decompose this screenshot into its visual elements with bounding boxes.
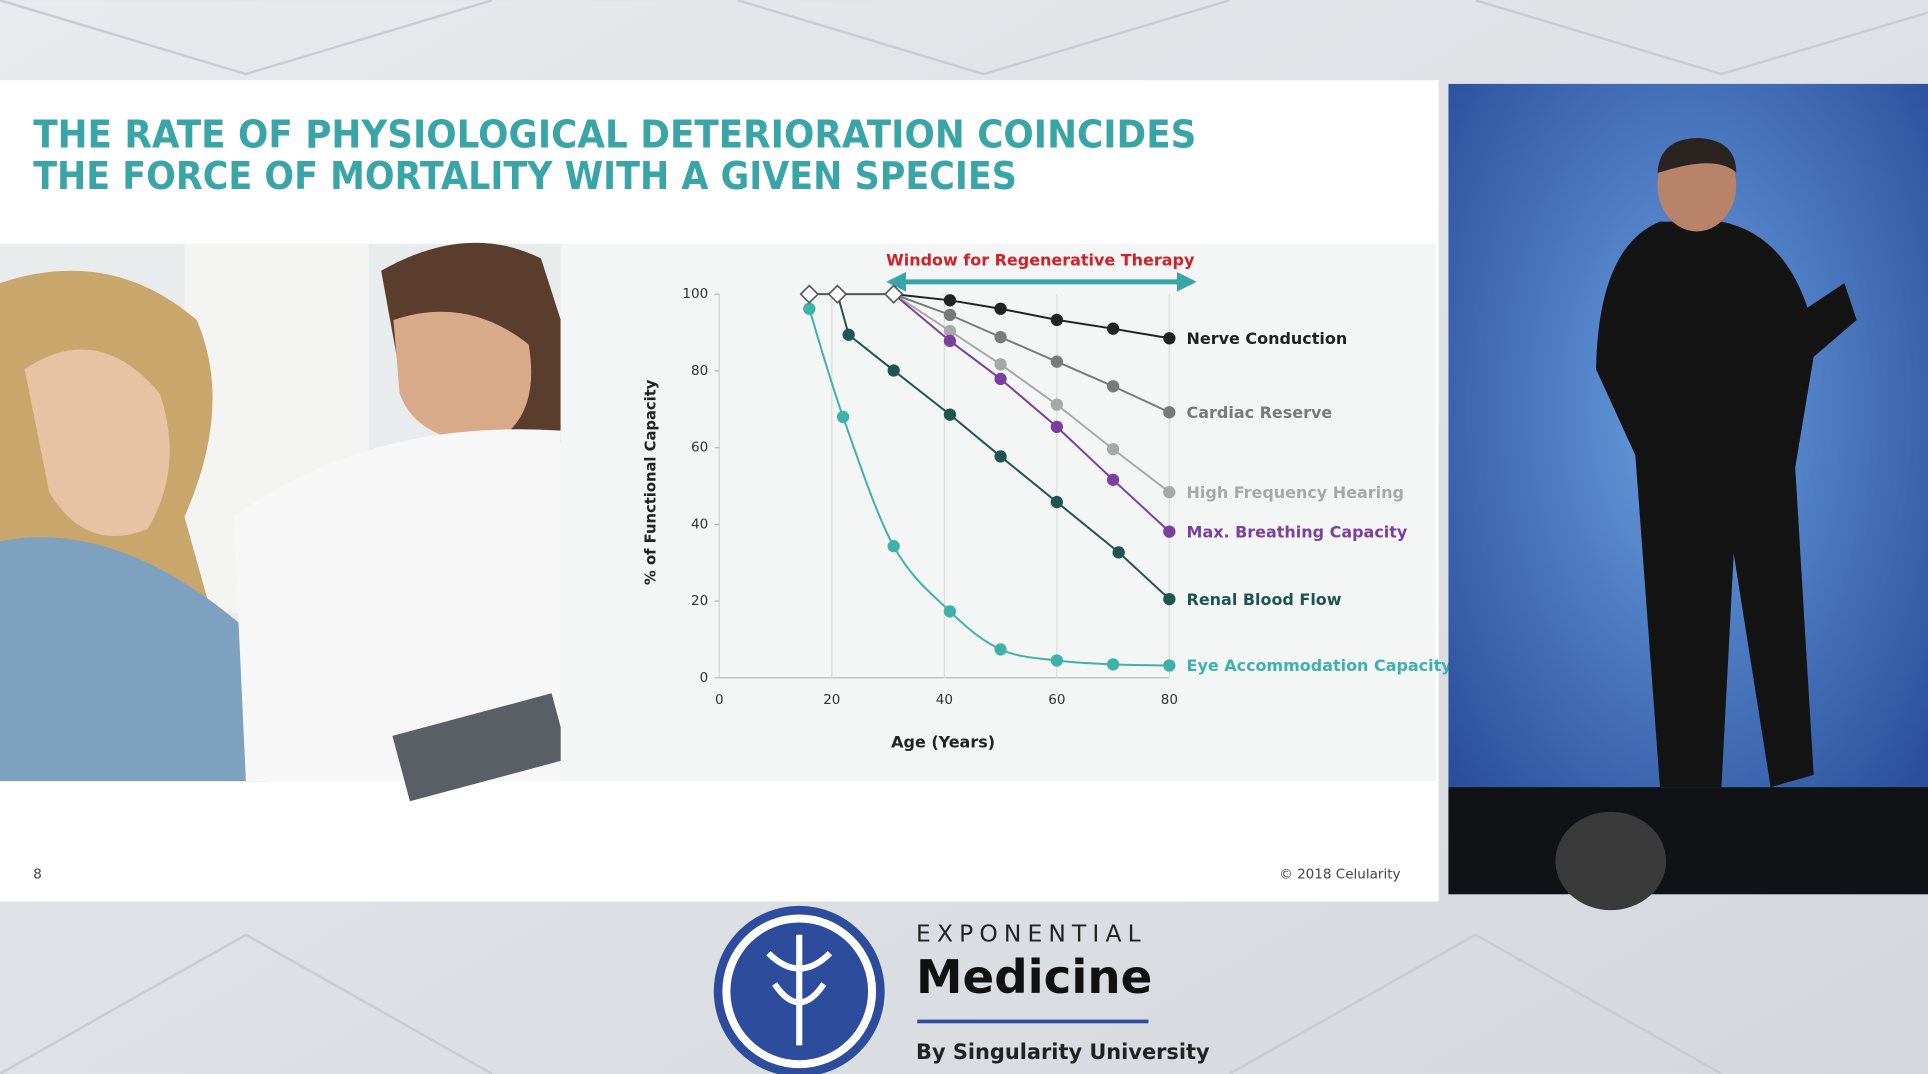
point	[1112, 546, 1125, 559]
series-label: High Frequency Hearing	[1187, 483, 1404, 502]
point	[1050, 398, 1063, 411]
logo: EXPONENTIAL Medicine By Singularity Univ…	[713, 905, 1210, 1074]
point	[1050, 654, 1063, 667]
x-tick-label: 60	[1048, 692, 1065, 708]
series-label: Max. Breathing Capacity	[1187, 522, 1408, 541]
point	[1106, 658, 1120, 671]
copyright: © 2018 Celularity	[1279, 867, 1400, 883]
point	[803, 302, 816, 315]
series-label: Cardiac Reserve	[1187, 403, 1333, 422]
logo-name: Medicine	[916, 951, 1152, 1005]
y-axis-label: % of Functional Capacity	[643, 379, 660, 585]
y-tick-label: 80	[691, 363, 708, 379]
logo-byline: By Singularity University	[916, 1040, 1210, 1064]
point	[1106, 322, 1120, 335]
point	[994, 643, 1007, 656]
x-axis-label: Age (Years)	[891, 732, 995, 751]
y-tick-label: 20	[691, 593, 708, 609]
point	[1106, 442, 1120, 456]
point	[943, 334, 957, 348]
point	[1050, 495, 1063, 509]
point	[994, 450, 1007, 463]
y-tick-label: 0	[700, 670, 709, 686]
point	[1163, 332, 1176, 345]
slide-title: THE RATE OF PHYSIOLOGICAL DETERIORATION …	[33, 112, 1196, 156]
point	[1050, 313, 1063, 327]
chart-panel	[560, 243, 1437, 782]
point	[1163, 592, 1176, 606]
series-label: Nerve Conduction	[1187, 329, 1348, 348]
y-tick-label: 40	[691, 516, 708, 532]
point	[994, 358, 1007, 371]
point	[994, 302, 1007, 315]
series-line	[893, 293, 1170, 340]
point	[994, 372, 1007, 386]
x-tick-label: 40	[936, 692, 953, 708]
baseline-point	[883, 284, 904, 304]
series-line	[893, 293, 1170, 493]
point	[836, 410, 850, 424]
point	[1106, 473, 1120, 486]
chart: Window for Regenerative Therapy Age (Yea…	[643, 250, 1453, 751]
y-tick-label: 60	[691, 440, 708, 456]
logo-top: EXPONENTIAL	[916, 919, 1147, 947]
point	[842, 328, 855, 341]
point	[1163, 525, 1176, 538]
point	[1163, 485, 1176, 499]
point	[943, 294, 957, 307]
slide-title: THE FORCE OF MORTALITY WITH A GIVEN SPEC…	[33, 154, 1017, 198]
point	[1050, 420, 1063, 434]
point	[943, 308, 957, 322]
series-label: Renal Blood Flow	[1187, 590, 1342, 609]
point	[1163, 659, 1176, 672]
point	[1106, 380, 1120, 393]
point	[943, 605, 957, 618]
x-tick-label: 20	[823, 692, 840, 708]
photo	[0, 242, 570, 802]
baseline-point	[827, 284, 848, 304]
point	[1163, 406, 1176, 419]
x-tick-label: 80	[1161, 692, 1178, 708]
series-label: Eye Accommodation Capacity	[1187, 656, 1453, 675]
point	[887, 540, 900, 553]
point	[994, 330, 1007, 344]
point	[943, 324, 957, 338]
speaker-video	[1448, 83, 1928, 911]
page-number: 8	[33, 867, 42, 883]
series-line	[836, 293, 1171, 600]
point	[1050, 355, 1063, 368]
x-tick-label: 0	[715, 692, 724, 708]
series-line	[893, 293, 1170, 414]
y-tick-label: 100	[682, 286, 708, 302]
point	[887, 364, 900, 377]
point	[943, 408, 957, 421]
series-line	[893, 293, 1171, 533]
annotation: Window for Regenerative Therapy	[886, 250, 1195, 269]
baseline-point	[799, 284, 820, 304]
